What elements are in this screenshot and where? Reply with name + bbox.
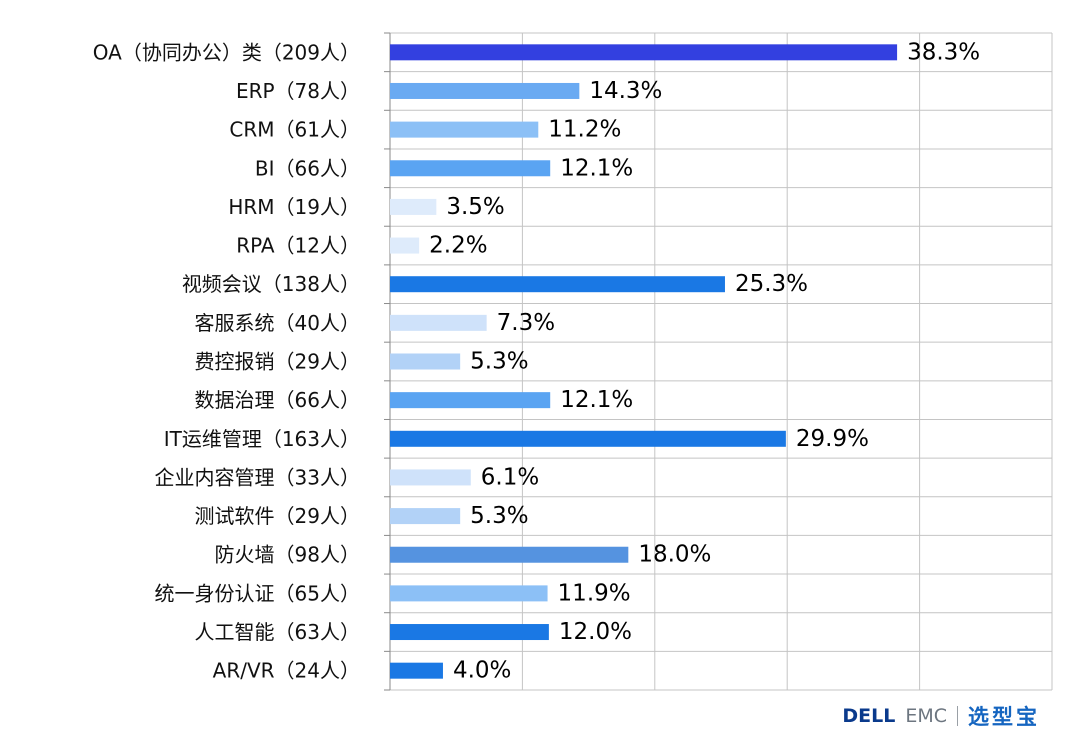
category-label: OA（协同办公）类（209人） [93,40,360,64]
emc-logo-text: EMC [905,705,947,727]
category-label: IT运维管理（163人） [164,427,360,451]
category-label: 企业内容管理（33人） [155,465,360,489]
bar [390,314,487,331]
bar [390,508,461,525]
bar [390,237,420,254]
bar [390,276,725,293]
value-labels: 38.3% 14.3% 11.2% 12.1% 3.5% 2.2% 25.3% 7.3% 5.3… [429,39,980,683]
value-label: 14.3% [589,78,662,104]
category-label: 防火墙（98人） [215,543,360,567]
value-label: 11.9% [558,580,631,606]
value-label: 3.5% [446,194,504,220]
value-label: 2.2% [429,233,487,259]
chart-gridlines [384,32,1053,691]
category-labels: OA（协同办公）类（209人） ERP（78人） CRM（61人） BI（66人） HR… [93,40,360,682]
category-label: 客服系统（40人） [195,311,360,335]
bar [390,44,898,61]
category-label: BI（66人） [255,156,360,180]
bar [390,430,786,447]
value-label: 38.3% [907,39,980,65]
bar [390,469,471,486]
category-label: 数据治理（66人） [195,388,360,412]
bar [390,160,551,177]
category-label: CRM（61人） [229,118,360,142]
category-label: RPA（12人） [236,234,360,258]
dell-logo: DELL [842,705,896,727]
value-label: 29.9% [796,426,869,452]
category-label: 统一身份认证（65人） [155,581,360,605]
bar [390,585,548,602]
value-label: 12.1% [560,387,633,413]
value-label: 12.0% [559,619,632,645]
bar [390,662,443,679]
bar [390,624,549,641]
category-label: 测试软件（29人） [195,504,360,528]
bar [390,121,539,138]
brand-divider [957,706,958,726]
value-label: 12.1% [560,155,633,181]
brand-footer: DELL EMC 选型宝 [842,702,1040,730]
category-label: ERP（78人） [236,79,360,103]
chart-bars [390,44,898,679]
bar [390,392,551,409]
category-label: AR/VR（24人） [213,659,360,683]
value-label: 7.3% [497,310,555,336]
value-label: 5.3% [470,503,528,529]
value-label: 5.3% [470,349,528,375]
bar [390,198,437,215]
category-label: 费控报销（29人） [195,350,360,374]
value-label: 4.0% [453,658,511,684]
value-label: 18.0% [638,542,711,568]
bar [390,353,461,370]
category-label: 人工智能（63人） [195,620,360,644]
category-label: 视频会议（138人） [182,272,360,296]
bar [390,82,580,99]
site-logo: 选型宝 [968,705,1040,729]
value-label: 11.2% [548,117,621,143]
category-label: HRM（19人） [228,195,360,219]
bar [390,546,629,563]
value-label: 25.3% [735,271,808,297]
value-label: 6.1% [481,464,539,490]
